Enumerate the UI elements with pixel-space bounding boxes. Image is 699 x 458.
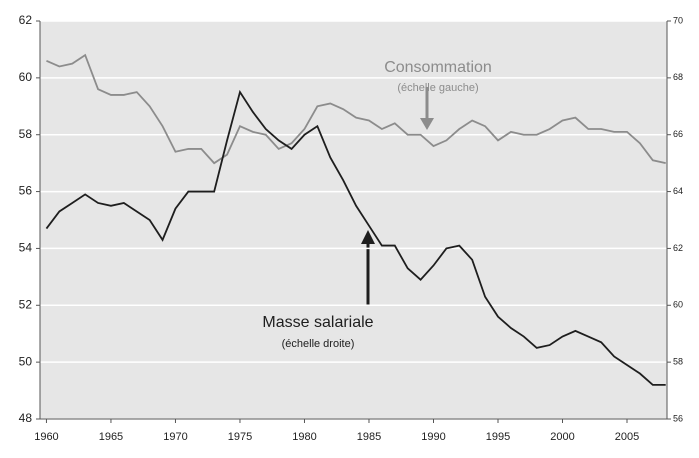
y-tick-label: 60 — [19, 70, 33, 84]
annotation: (échelle droite) — [282, 338, 355, 350]
y-tick-label: 50 — [19, 354, 33, 368]
x-tick-label: 1980 — [292, 431, 316, 443]
x-tick-label: 1985 — [357, 431, 381, 443]
series-line — [46, 53, 666, 165]
y2-tick-label: 60 — [673, 300, 683, 310]
y-tick-label: 58 — [19, 127, 33, 141]
y2-tick-label: 56 — [673, 413, 683, 423]
x-tick-label: 1965 — [99, 431, 123, 443]
y-tick-label: 48 — [19, 411, 33, 425]
x-tick-label: 1970 — [163, 431, 187, 443]
y-tick-label: 54 — [19, 241, 33, 255]
annotation: (échelle gauche) — [397, 82, 478, 94]
series-line — [45, 89, 666, 386]
annotation: Consommation — [384, 59, 492, 76]
x-tick-label: 2000 — [550, 431, 574, 443]
y2-tick-label: 70 — [673, 15, 683, 25]
x-tick-label: 2005 — [615, 431, 639, 443]
x-tick-label: 1995 — [486, 431, 510, 443]
plot-area — [40, 21, 667, 419]
x-tick-label: 1990 — [421, 431, 445, 443]
y2-tick-label: 68 — [673, 72, 683, 82]
y2-tick-label: 62 — [673, 243, 683, 253]
y-tick-label: 62 — [19, 13, 33, 27]
x-tick-label: 1960 — [34, 431, 58, 443]
y-tick-label: 56 — [19, 184, 33, 198]
annotation: Masse salariale — [262, 314, 373, 331]
y-tick-label: 52 — [19, 297, 33, 311]
x-tick-label: 1975 — [228, 431, 252, 443]
y2-tick-label: 66 — [673, 129, 683, 139]
y2-tick-label: 58 — [673, 357, 683, 367]
y2-tick-label: 64 — [673, 186, 683, 196]
arrows — [361, 87, 434, 305]
